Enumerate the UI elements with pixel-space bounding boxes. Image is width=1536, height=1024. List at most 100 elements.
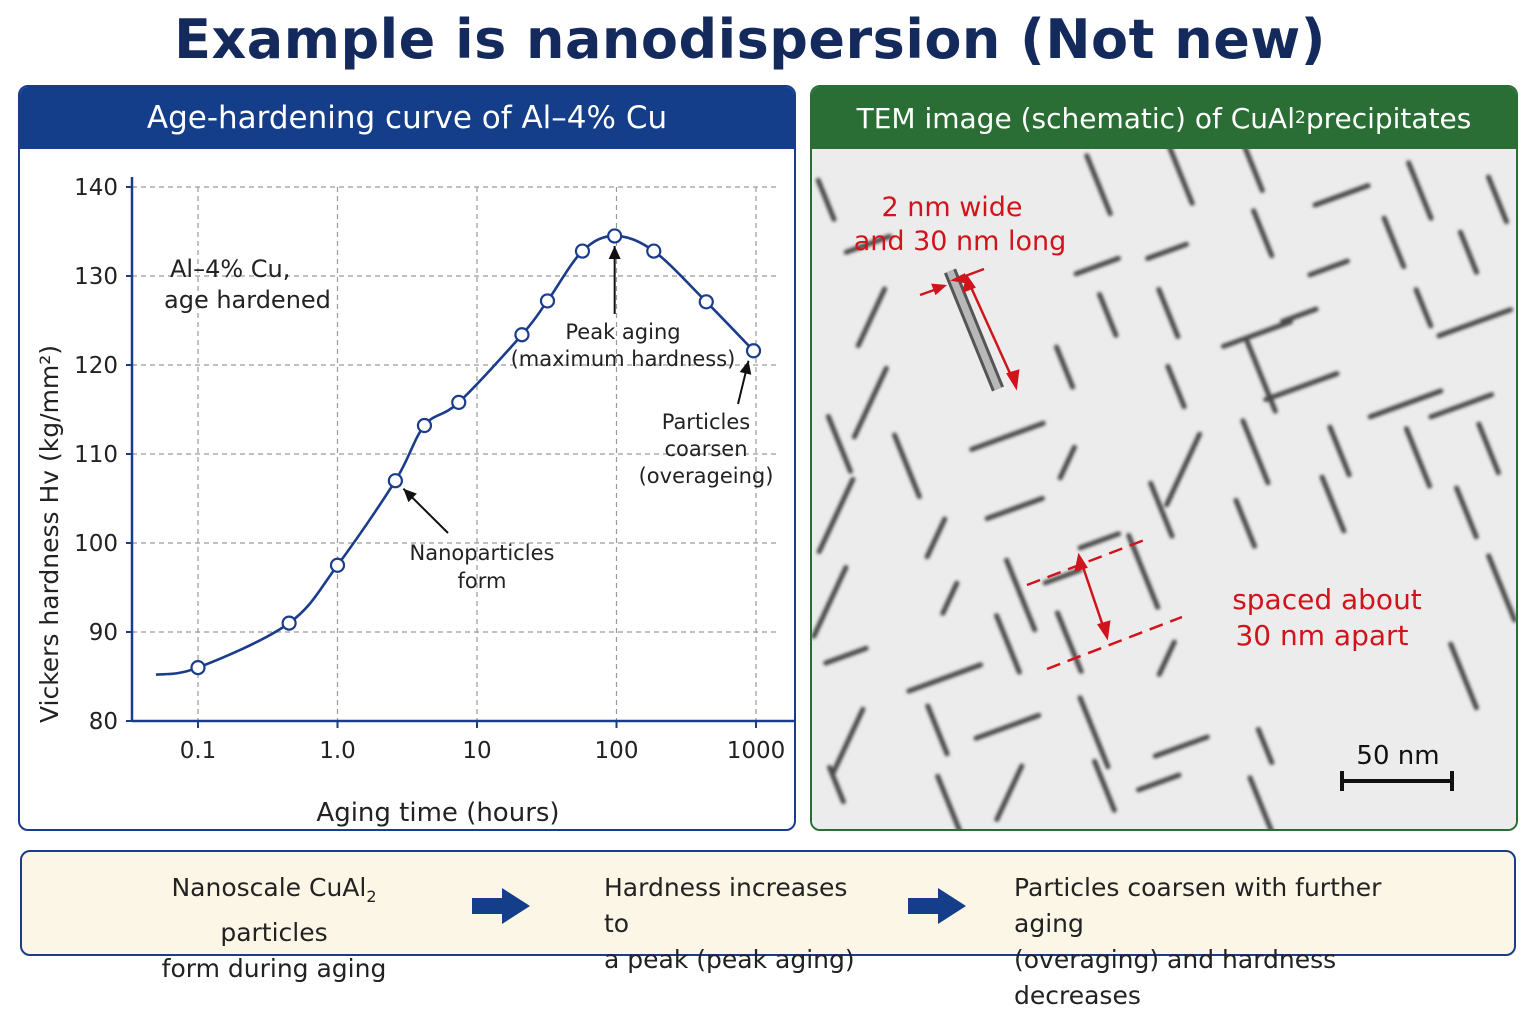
cual2-precipitate [1240,418,1271,486]
x-axis-label: Aging time (hours) [316,798,559,828]
summary-step-2: Hardness increases to a peak (peak aging… [604,870,874,978]
age-hardening-chart: 80 90 100 110 120 130 140 0.1 1.0 10 100 1000 Al–4%… [35,175,794,828]
y-tick-label: 90 [89,620,118,646]
cual2-precipitate [1148,480,1175,539]
cual2-precipitate [1367,388,1444,420]
nanoparticles-arrowhead [403,488,417,503]
cual2-precipitate [1251,208,1275,259]
cual2-precipitate [823,645,869,666]
y-tick-label: 120 [74,353,118,379]
cual2-precipitate [984,495,1045,521]
cual2-precipitate [1135,772,1182,793]
spacing-label-line1: spaced about [1232,583,1422,616]
cual2-precipitate [1406,160,1434,221]
chart-legend-line1: Al–4% Cu, [170,255,290,283]
step1-subscript: 2 [366,887,377,906]
process-summary-box: Nanoscale CuAl2 particles form during ag… [20,850,1516,1010]
cual2-precipitate [1042,567,1083,586]
cual2-precipitate [851,365,889,440]
cual2-precipitate [1319,474,1347,534]
data-point [281,615,297,631]
cual2-precipitate [1126,532,1161,610]
tem-header-text: TEM image (schematic) of CuAl [856,101,1295,135]
cual2-precipitate [1307,258,1350,278]
page-title: Example is nanodispersion (Not new) [174,8,1326,71]
y-tick-label: 130 [74,264,118,290]
cual2-precipitate [812,565,849,639]
length-arrowhead-bottom [1006,369,1020,391]
cual2-precipitate [994,613,1022,675]
cual2-precipitate [1220,319,1293,349]
scale-bar-label: 50 nm [1356,741,1439,771]
cual2-precipitate [1145,241,1189,261]
nanoparticles-annotation-text: Nanoparticles [410,541,555,565]
data-point [387,473,403,489]
width-arrowhead-left [931,283,948,296]
cual2-precipitate [1255,726,1275,766]
data-point [698,294,714,310]
overageing-annotation-text: (overageing) [639,464,774,488]
y-axis-label: Vickers hardness Hv (kg/mm²) [35,345,64,723]
data-point [539,293,556,309]
cual2-precipitate [1156,286,1181,340]
spacing-arrow [1080,563,1106,630]
step3-line2: (overaging) and hardness decreases [1014,945,1337,1010]
step3-line1: Particles coarsen with further aging [1014,873,1382,938]
cual2-precipitate [825,414,853,474]
cual2-precipitate [1054,610,1084,674]
cual2-precipitate [892,432,922,500]
tem-schematic-image: 2 nm wide and 30 nm long spaced about 30… [812,149,1516,829]
size-label-line2: and 30 nm long [854,226,1067,257]
scale-bar [1340,771,1454,791]
data-point [607,228,623,244]
cual2-precipitate [1448,641,1479,711]
cual2-precipitate [1486,553,1516,623]
cual2-precipitate [1263,371,1340,403]
y-tick-label: 80 [89,709,118,735]
x-tick-label: 0.1 [180,738,217,764]
tem-header-suffix: precipitates [1305,101,1472,135]
width-arrowhead-right [950,273,967,284]
cual2-precipitate [843,233,893,255]
summary-step-1: Nanoscale CuAl2 particles form during ag… [118,870,430,987]
cual2-precipitate [1073,255,1121,277]
highlighted-precipitate [943,268,1005,392]
cual2-precipitate [1077,531,1122,551]
cual2-precipitate [906,662,984,694]
step1-line1-suffix: particles [220,918,328,947]
spacing-dashed-line-2 [1046,615,1183,671]
spacing-arrowhead-top [1074,552,1088,572]
tem-panel-header: TEM image (schematic) of CuAl 2 precipita… [812,87,1516,149]
cual2-precipitate [1233,497,1258,549]
cual2-precipitate [1004,557,1038,633]
right-arrow-icon [472,888,530,924]
cual2-precipitate [973,712,1042,741]
cual2-precipitate [935,773,962,829]
peak-arrowhead [608,245,621,259]
data-point [416,417,433,434]
age-hardening-chart-panel: Age-hardening curve of Al–4% Cu 80 90 100 1… [18,85,796,831]
cual2-precipitate [1152,734,1210,759]
cual2-precipitate [816,476,856,555]
peak-annotation-text: (maximum hardness) [511,347,736,371]
y-tick-label: 100 [74,531,118,557]
cual2-precipitate [1413,287,1434,329]
overageing-annotation-text: Particles [662,410,751,434]
cual2-precipitate [1312,183,1371,208]
cual2-precipitate [1247,775,1274,829]
data-point [574,243,591,259]
peak-annotation-text: Peak aging [565,320,680,344]
cual2-precipitate [1485,174,1509,225]
cual2-precipitate [1454,485,1479,540]
data-point [329,557,346,573]
cual2-precipitate [940,580,960,616]
cual2-precipitate [1097,291,1119,338]
cual2-precipitate [1167,149,1195,206]
tem-image-panel: TEM image (schematic) of CuAl 2 precipita… [810,85,1518,831]
cual2-precipitate [815,177,837,222]
cual2-precipitate [1457,229,1480,275]
size-label-line1: 2 nm wide [881,192,1022,223]
y-tick-label: 140 [74,175,118,201]
cual2-precipitate [994,763,1025,822]
chart-legend-line2: age hardened [164,286,331,314]
